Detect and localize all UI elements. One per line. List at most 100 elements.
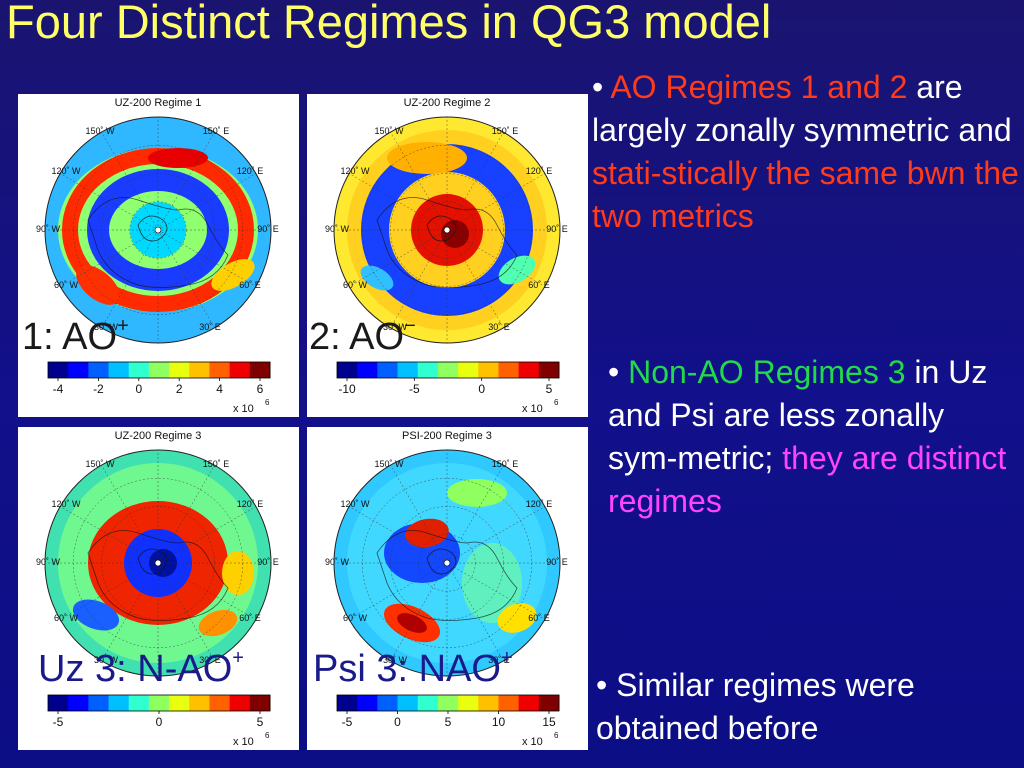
colorbar-segment xyxy=(148,695,170,711)
colorbar-scale-exponent: 6 xyxy=(554,731,559,740)
colorbar-segment xyxy=(538,695,560,711)
colorbar-segment xyxy=(417,362,439,378)
map-figure: PSI-200 Regime 3 150˚ W 150˚ E 120˚ W 120˚ E… xyxy=(325,430,568,748)
colorbar-segment xyxy=(68,362,89,378)
bullet-similar-regimes: • Similar regimes were obtained before xyxy=(596,667,915,746)
colorbar-segment xyxy=(337,695,358,711)
bullet-non-ao-regimes: • Non-AO Regimes 3 in Uz and Psi are les… xyxy=(608,354,1007,519)
panel-4-label: Psi 3: NAO+ xyxy=(313,647,513,690)
longitude-label: 60˚ W xyxy=(343,280,368,290)
longitude-label: 30˚ W xyxy=(383,655,408,665)
colorbar-tick-label: 0 xyxy=(394,715,401,729)
colorbar-segment xyxy=(249,362,271,378)
colorbar-segment xyxy=(48,362,69,378)
panel-heading: PSI-200 Regime 3 xyxy=(402,430,492,442)
colorbar-tick-label: 0 xyxy=(478,382,485,396)
colorbar-segment xyxy=(128,362,150,378)
longitude-label: 90˚ E xyxy=(546,557,568,567)
colorbar-segment xyxy=(357,362,378,378)
colorbar-segment xyxy=(209,695,231,711)
longitude-label: 60˚ E xyxy=(528,613,550,623)
longitude-label: 60˚ E xyxy=(239,280,261,290)
colorbar-tick-label: 5 xyxy=(257,715,264,729)
colorbar-segment xyxy=(128,695,150,711)
colorbar-segment xyxy=(88,362,110,378)
colorbar-tick-label: -5 xyxy=(53,715,64,729)
panel-uz-regime-1: UZ-200 Regime 1 150˚ W 150˚ E 120˚ W 120˚ E 9… xyxy=(18,94,299,417)
colorbar-scale: x 10 xyxy=(522,736,543,748)
panel-2-label: 2: AO− xyxy=(309,315,416,358)
panel-3-label: Uz 3: N-AO+ xyxy=(38,647,244,690)
colorbar-tick-label: -5 xyxy=(342,715,353,729)
panel-heading: UZ-200 Regime 2 xyxy=(404,97,491,109)
panel-heading: UZ-200 Regime 1 xyxy=(115,97,202,109)
colorbar-tick-label: 10 xyxy=(492,715,506,729)
longitude-label: 90˚ W xyxy=(36,557,61,567)
longitude-label: 30˚ E xyxy=(199,655,221,665)
longitude-label: 90˚ E xyxy=(257,557,279,567)
longitude-label: 90˚ W xyxy=(325,224,350,234)
longitude-label: 120˚ W xyxy=(51,499,81,509)
longitude-label: 60˚ W xyxy=(343,613,368,623)
colorbar-tick-label: -10 xyxy=(338,382,356,396)
colorbar-segment xyxy=(397,362,419,378)
longitude-label: 150˚ W xyxy=(85,126,115,136)
colorbar-segment xyxy=(209,362,231,378)
bullet-ao-regimes: • AO Regimes 1 and 2 are largely zonally… xyxy=(592,69,1019,234)
longitude-label: 150˚ W xyxy=(85,459,115,469)
colorbar-segment xyxy=(478,695,499,711)
colorbar-segment xyxy=(189,695,210,711)
colorbar-segment xyxy=(458,695,479,711)
colorbar-scale-exponent: 6 xyxy=(265,398,270,407)
longitude-label: 90˚ W xyxy=(36,224,61,234)
colorbar-segment xyxy=(189,362,210,378)
longitude-label: 150˚ E xyxy=(203,459,230,469)
colorbar-segment xyxy=(108,362,130,378)
slide-title: Four Distinct Regimes in QG3 model xyxy=(6,0,772,48)
longitude-label: 60˚ E xyxy=(239,613,261,623)
colorbar-segment xyxy=(229,362,251,378)
longitude-label: 120˚ W xyxy=(340,166,370,176)
colorbar-segment xyxy=(377,695,399,711)
colorbar-tick-label: 15 xyxy=(542,715,556,729)
longitude-label: 30˚ W xyxy=(383,322,408,332)
colorbar-segment xyxy=(397,695,419,711)
longitude-label: 120˚ E xyxy=(526,166,553,176)
colorbar-tick-label: 5 xyxy=(445,715,452,729)
polar-field xyxy=(45,117,271,343)
colorbar-segment xyxy=(48,695,69,711)
colorbar-segment xyxy=(169,695,190,711)
longitude-label: 90˚ E xyxy=(546,224,568,234)
longitude-label: 150˚ E xyxy=(492,126,519,136)
colorbar-scale-exponent: 6 xyxy=(554,398,559,407)
colorbar-segment xyxy=(148,362,170,378)
colorbar-scale: x 10 xyxy=(522,403,543,415)
colorbar-segment xyxy=(88,695,110,711)
longitude-label: 90˚ W xyxy=(325,557,350,567)
colorbar-tick-label: 6 xyxy=(257,382,264,396)
longitude-label: 30˚ W xyxy=(94,655,119,665)
colorbar-segment xyxy=(357,695,378,711)
colorbar-segment xyxy=(437,362,459,378)
longitude-label: 150˚ E xyxy=(492,459,519,469)
colorbar-segment xyxy=(498,362,520,378)
colorbar-scale: x 10 xyxy=(233,403,254,415)
colorbar-segment xyxy=(108,695,130,711)
colorbar-segment xyxy=(169,362,190,378)
longitude-label: 120˚ E xyxy=(237,499,264,509)
colorbar-segment xyxy=(498,695,520,711)
colorbar-scale-exponent: 6 xyxy=(265,731,270,740)
panel-heading: UZ-200 Regime 3 xyxy=(115,430,202,442)
colorbar-segment xyxy=(68,695,89,711)
panel-psi-regime-3: PSI-200 Regime 3 150˚ W 150˚ E 120˚ W 120˚ E… xyxy=(307,427,588,750)
colorbar-tick-label: 5 xyxy=(546,382,553,396)
longitude-label: 60˚ W xyxy=(54,280,79,290)
longitude-label: 150˚ W xyxy=(374,126,404,136)
longitude-label: 90˚ E xyxy=(257,224,279,234)
longitude-label: 150˚ W xyxy=(374,459,404,469)
colorbar-segment xyxy=(478,362,499,378)
colorbar-segment xyxy=(377,362,399,378)
colorbar-tick-label: 2 xyxy=(176,382,183,396)
colorbar-tick-label: -2 xyxy=(93,382,104,396)
longitude-label: 120˚ E xyxy=(237,166,264,176)
